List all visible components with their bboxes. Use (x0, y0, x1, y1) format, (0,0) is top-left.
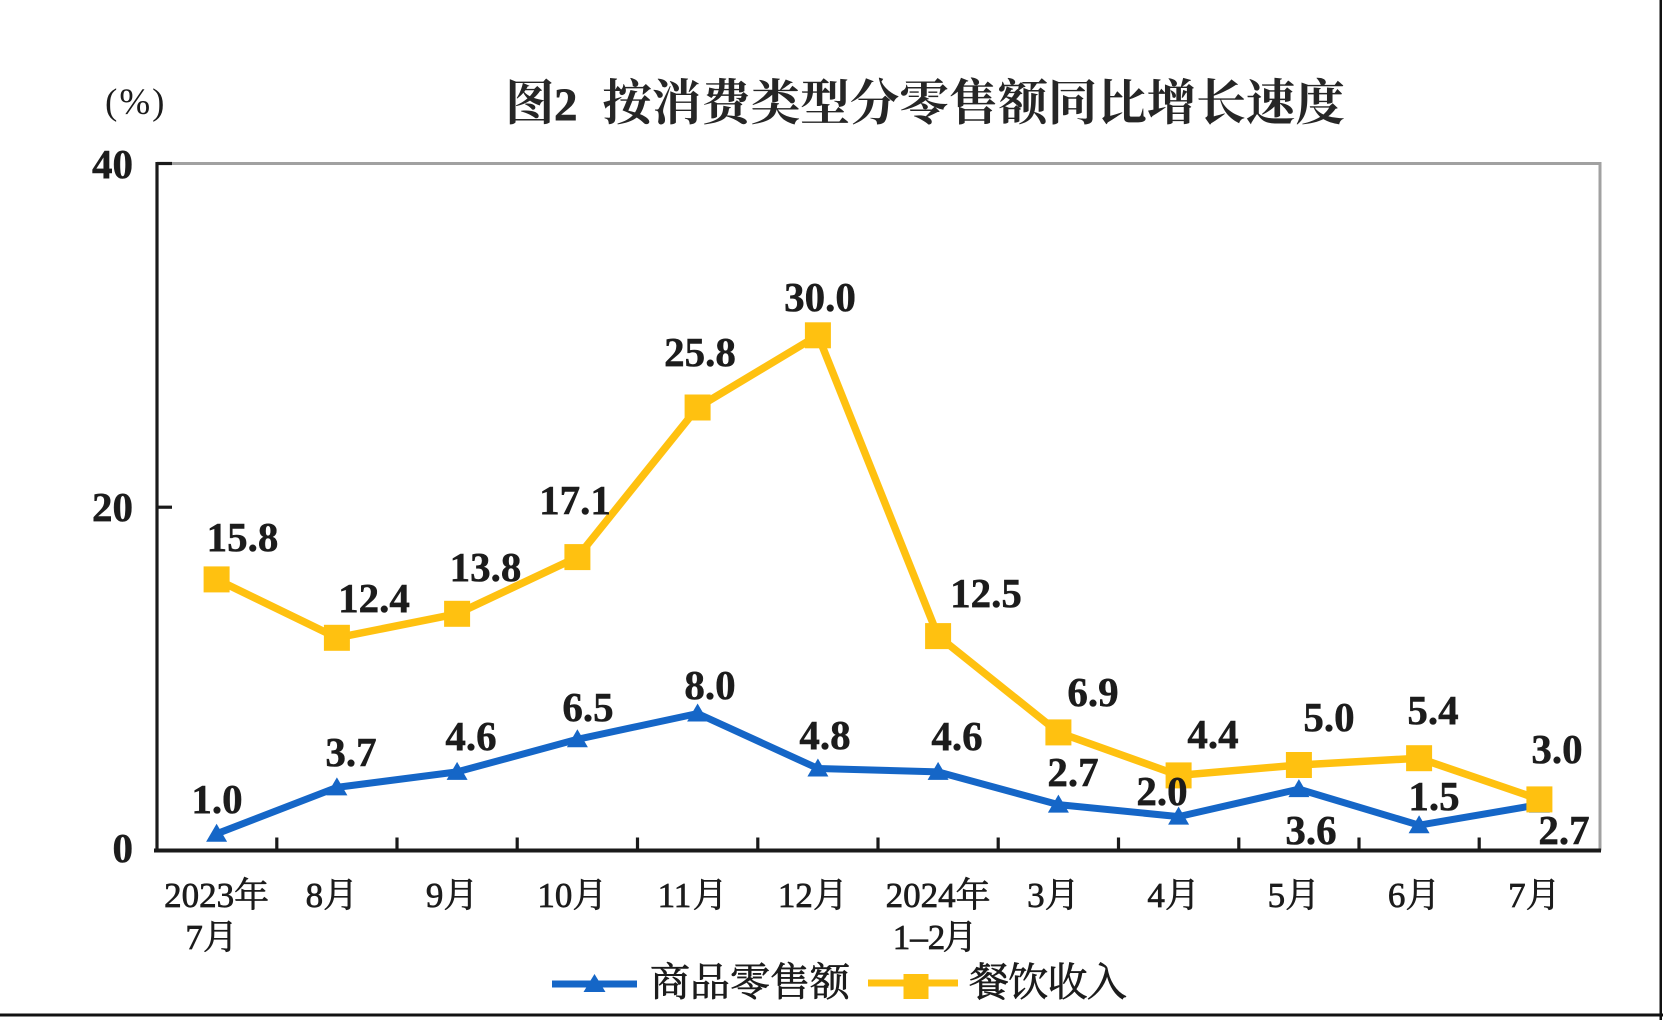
svg-text:4.8: 4.8 (799, 712, 850, 758)
svg-text:20: 20 (92, 484, 133, 530)
svg-text:3.0: 3.0 (1531, 726, 1582, 772)
svg-text:4.4: 4.4 (1187, 711, 1238, 757)
svg-text:5.0: 5.0 (1303, 694, 1354, 740)
svg-text:3.6: 3.6 (1285, 807, 1336, 853)
svg-text:(%): (%) (105, 82, 166, 123)
svg-text:10: 10 (537, 876, 572, 915)
svg-text:8: 8 (306, 876, 324, 915)
svg-text:6.9: 6.9 (1067, 669, 1118, 715)
svg-text:40: 40 (92, 141, 133, 187)
svg-text:7: 7 (185, 918, 203, 957)
svg-text:1.5: 1.5 (1408, 773, 1459, 819)
svg-text:12.4: 12.4 (338, 575, 410, 621)
svg-text:13.8: 13.8 (450, 544, 522, 590)
svg-text:15.8: 15.8 (207, 514, 279, 560)
svg-text:4: 4 (1147, 876, 1165, 915)
svg-text:4.6: 4.6 (445, 713, 496, 759)
svg-text:5.4: 5.4 (1407, 687, 1458, 733)
svg-text:2023: 2023 (164, 876, 234, 915)
svg-text:1–2: 1–2 (893, 918, 946, 957)
svg-text:2: 2 (554, 79, 578, 131)
svg-text:0: 0 (113, 825, 134, 871)
svg-text:3: 3 (1027, 876, 1045, 915)
svg-text:2.7: 2.7 (1047, 749, 1098, 795)
svg-text:30.0: 30.0 (784, 274, 856, 320)
svg-text:6.5: 6.5 (562, 684, 613, 730)
svg-text:17.1: 17.1 (539, 477, 611, 523)
svg-text:7: 7 (1508, 876, 1526, 915)
svg-text:8.0: 8.0 (684, 662, 735, 708)
svg-text:3.7: 3.7 (325, 729, 376, 775)
svg-text:25.8: 25.8 (664, 329, 736, 375)
svg-text:4.6: 4.6 (931, 713, 982, 759)
svg-text:5: 5 (1268, 876, 1286, 915)
svg-text:12.5: 12.5 (950, 570, 1022, 616)
svg-text:6: 6 (1388, 876, 1406, 915)
svg-text:2.7: 2.7 (1538, 807, 1589, 853)
svg-text:2024: 2024 (886, 876, 956, 915)
svg-text:2.0: 2.0 (1136, 768, 1187, 814)
svg-text:1.0: 1.0 (191, 776, 242, 822)
svg-text:11: 11 (658, 876, 692, 915)
svg-text:9: 9 (426, 876, 444, 915)
svg-text:12: 12 (778, 876, 813, 915)
